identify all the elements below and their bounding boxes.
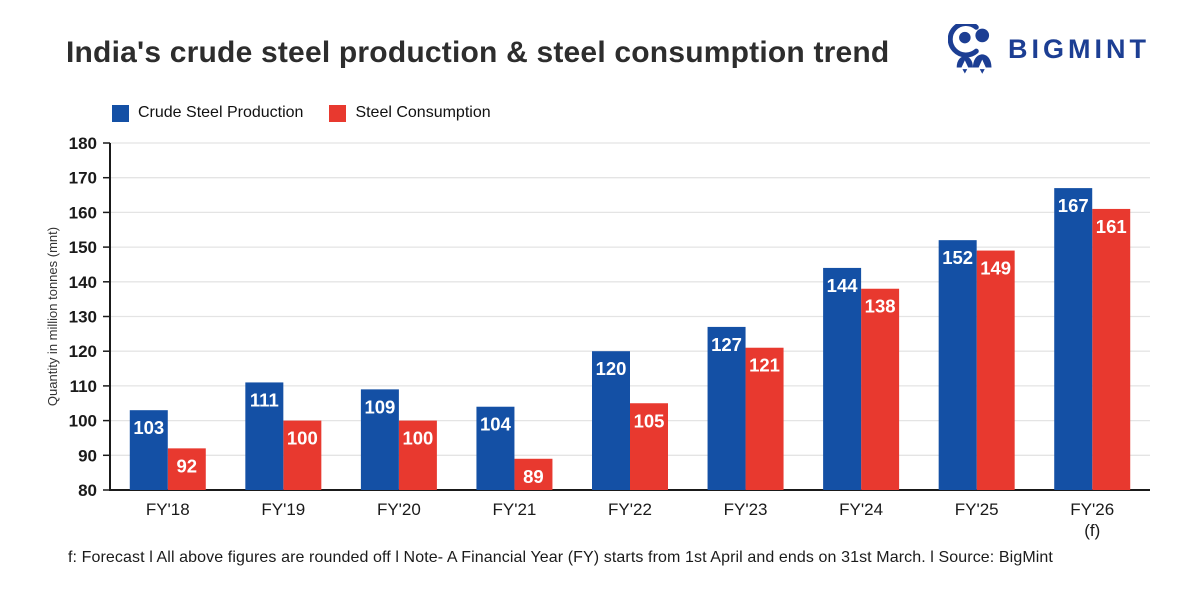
x-category-label: FY'21 [492,500,536,519]
y-tick-label: 100 [69,412,97,431]
consumption-value-label: 161 [1096,216,1127,237]
consumption-value-label: 149 [980,258,1011,279]
y-tick-label: 140 [69,273,97,292]
consumption-value-label: 92 [176,455,197,476]
consumption-value-label: 138 [865,296,896,317]
consumption-value-label: 89 [523,466,544,487]
x-category-label: FY'18 [146,500,190,519]
production-value-label: 120 [596,358,627,379]
y-tick-label: 120 [69,342,97,361]
consumption-bar [398,420,437,490]
legend-label: Steel Consumption [355,104,491,121]
y-tick-label: 170 [69,169,97,188]
production-value-label: 103 [133,417,164,438]
production-value-label: 111 [250,389,279,410]
y-tick-label: 160 [69,203,97,222]
production-bar [476,406,515,490]
consumption-value-label: 100 [402,428,433,449]
x-category-label: FY'26 [1070,500,1114,519]
production-value-label: 152 [942,247,973,268]
y-tick-label: 110 [70,377,97,396]
production-value-label: 104 [480,414,512,435]
brand-name: BIGMINT [1008,33,1150,64]
brand-logo: BIGMINT [948,24,1150,74]
consumption-bar [976,250,1015,490]
legend-item-consumption: Steel Consumption [329,104,491,122]
production-value-label: 144 [827,275,859,296]
forecast-note-label: (f) [1084,521,1100,540]
production-bar [707,326,746,490]
production-bar [823,267,862,490]
consumption-bar [283,420,322,490]
production-value-label: 109 [364,396,395,417]
production-bar [129,410,168,490]
y-axis-title: Quantity in million tonnes (mnt) [45,227,60,406]
y-tick-label: 180 [69,134,97,153]
x-category-label: FY'23 [724,500,768,519]
production-bar [1054,188,1093,491]
production-bar [360,389,399,490]
consumption-bar [167,448,206,490]
consumption-value-label: 100 [287,428,318,449]
consumption-bar [1092,208,1131,490]
y-tick-label: 90 [78,446,97,465]
x-category-label: FY'19 [261,500,305,519]
x-category-label: FY'20 [377,500,421,519]
production-bar [592,351,630,490]
consumption-bar [861,288,900,490]
legend-swatch-icon [329,104,347,122]
y-tick-label: 130 [69,308,97,327]
chart-legend: Crude Steel Production Steel Consumption [112,104,491,122]
bigmint-logo-icon [948,24,992,74]
y-tick-label: 150 [69,238,97,257]
y-tick-label: 80 [78,481,97,500]
consumption-bar [630,403,668,490]
x-category-label: FY'25 [955,500,999,519]
consumption-bar [514,458,553,490]
production-bar [938,240,977,490]
consumption-value-label: 121 [749,355,780,376]
consumption-bar [745,347,784,490]
production-value-label: 127 [711,334,742,355]
footnote: f: Forecast l All above figures are roun… [68,549,1053,566]
legend-label: Crude Steel Production [138,104,304,121]
legend-item-production: Crude Steel Production [112,104,303,122]
legend-swatch-icon [112,104,129,122]
production-value-label: 167 [1058,195,1089,216]
page-title: India's crude steel production & steel c… [66,36,890,69]
consumption-value-label: 105 [634,410,665,431]
x-category-label: FY'22 [608,500,652,519]
production-bar [245,382,284,490]
x-category-label: FY'24 [839,500,883,519]
